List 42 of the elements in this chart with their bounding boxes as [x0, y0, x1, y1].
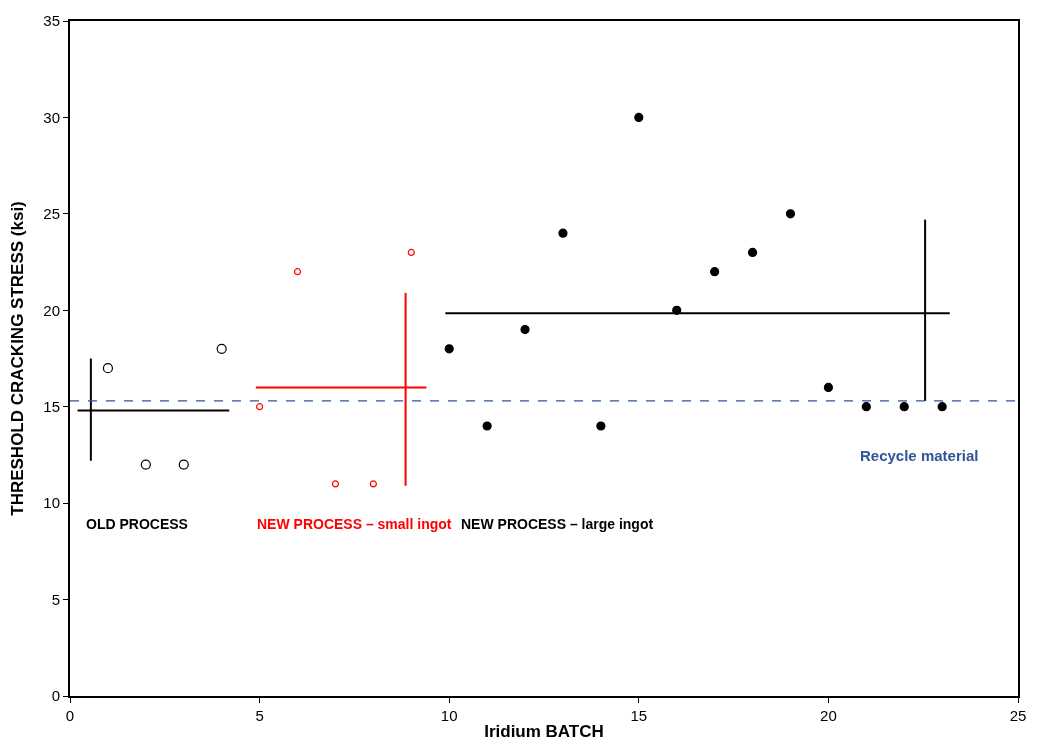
y-tick-label: 35 [43, 12, 60, 30]
point [634, 112, 644, 123]
point [444, 344, 454, 354]
point [256, 403, 264, 411]
point [861, 402, 871, 412]
annotation: OLD PROCESS [86, 516, 188, 532]
x-axis-title: Iridium BATCH [484, 721, 604, 741]
y-axis-title: THRESHOLD CRACKING STRESS (ksi) [8, 201, 28, 516]
y-tick-label: 15 [43, 397, 60, 415]
y-tick-label: 30 [43, 108, 60, 126]
point [216, 343, 227, 354]
point [482, 421, 492, 431]
x-tick-label: 0 [65, 707, 75, 724]
x-tick-label: 15 [630, 707, 648, 724]
x-tick-label: 20 [820, 707, 837, 724]
point [102, 363, 114, 374]
point [823, 382, 833, 393]
point [520, 324, 530, 335]
annotation: NEW PROCESS – small ingot [257, 516, 452, 532]
x-tick-label: 25 [1009, 707, 1027, 724]
ref-line-label: Recycle material [860, 447, 979, 464]
point [899, 402, 909, 412]
y-tick-label: 10 [43, 494, 60, 512]
point [558, 228, 568, 238]
y-tick-label: 25 [43, 205, 60, 223]
y-tick-label: 0 [51, 687, 60, 705]
point [937, 402, 947, 412]
point [140, 459, 151, 470]
point [293, 268, 302, 276]
point [747, 247, 758, 258]
point [785, 209, 796, 219]
point [331, 480, 340, 488]
point [178, 459, 189, 470]
annotation: NEW PROCESS – large ingot [461, 516, 654, 532]
point [407, 248, 415, 257]
x-tick-label: 10 [440, 707, 458, 724]
x-tick-label: 5 [255, 707, 264, 724]
y-tick-label: 20 [43, 301, 60, 319]
point [369, 480, 377, 488]
point [596, 421, 606, 431]
point [710, 267, 720, 277]
y-tick-label: 5 [51, 590, 60, 608]
